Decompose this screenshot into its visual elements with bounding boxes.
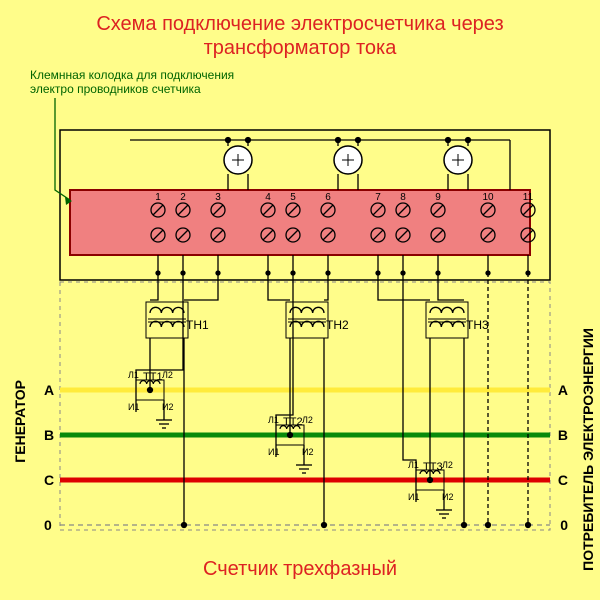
svg-text:И1: И1: [408, 492, 419, 502]
svg-text:Л1: Л1: [408, 460, 419, 470]
title-line1: Схема подключение электросчетчика через: [0, 12, 600, 36]
svg-text:Л2: Л2: [302, 415, 313, 425]
right-label: ПОТРЕБИТЕЛЬ ЭЛЕКТРОЭНЕРГИИ: [580, 328, 596, 571]
th1-label: ТН1: [186, 318, 209, 332]
tt1-label: ТТ1: [143, 371, 163, 383]
svg-text:3: 3: [215, 192, 221, 203]
svg-text:2: 2: [180, 192, 186, 203]
phase-0-right: 0: [560, 517, 568, 533]
phase-c-left: C: [44, 472, 54, 488]
svg-text:И1: И1: [268, 447, 279, 457]
th3-label: ТН3: [466, 318, 489, 332]
svg-text:7: 7: [375, 192, 381, 203]
phase-a-left: A: [44, 382, 54, 398]
svg-text:Л1: Л1: [268, 415, 279, 425]
svg-text:10: 10: [482, 192, 494, 203]
left-label: ГЕНЕРАТОР: [12, 380, 28, 463]
phase-b-right: B: [558, 427, 568, 443]
phase-0-left: 0: [44, 517, 52, 533]
th2-label: ТН2: [326, 318, 349, 332]
svg-text:9: 9: [435, 192, 441, 203]
phase-a-right: A: [558, 382, 568, 398]
svg-text:Л1: Л1: [128, 370, 139, 380]
phase-b-left: B: [44, 427, 54, 443]
tt3-label: ТТ3: [423, 461, 443, 473]
tt2-label: ТТ2: [283, 416, 303, 428]
terminal-block: [70, 190, 530, 255]
svg-text:8: 8: [400, 192, 406, 203]
diagram-canvas: 1234567891011 Л1Л2И1И2Л1Л2И1И2Л1Л2И1И2 С…: [0, 0, 600, 600]
bottom-title: Счетчик трехфазный: [0, 558, 600, 581]
svg-text:Л2: Л2: [442, 460, 453, 470]
svg-text:Л2: Л2: [162, 370, 173, 380]
title-line2: трансформатор тока: [0, 36, 600, 60]
svg-text:11: 11: [523, 192, 534, 203]
svg-text:6: 6: [325, 192, 331, 203]
phase-c-right: C: [558, 472, 568, 488]
svg-text:4: 4: [265, 192, 271, 203]
annotation-text: Клемнная колодка для подключения электро…: [30, 68, 234, 97]
svg-text:И1: И1: [128, 402, 139, 412]
svg-text:5: 5: [290, 192, 296, 203]
svg-text:1: 1: [155, 192, 161, 203]
